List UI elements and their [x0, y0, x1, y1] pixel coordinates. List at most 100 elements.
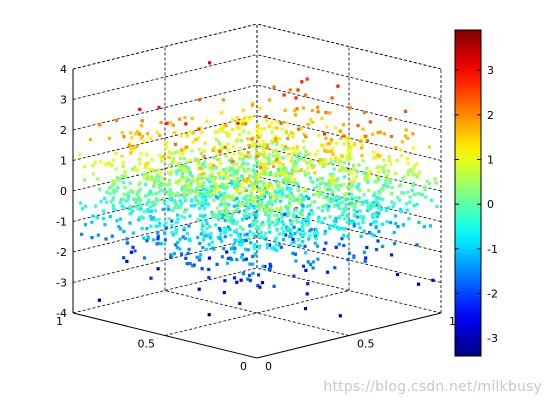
scatter-point — [357, 163, 361, 167]
scatter-point — [304, 221, 309, 225]
scatter-point — [197, 98, 202, 102]
scatter-point — [340, 237, 344, 241]
scatter-point — [368, 206, 372, 211]
scatter-point — [262, 180, 266, 184]
scatter-point — [128, 206, 132, 210]
scatter-point — [382, 168, 386, 172]
scatter-point — [247, 177, 251, 181]
scatter-point — [327, 204, 331, 208]
scatter-point — [176, 213, 180, 217]
scatter-point — [109, 163, 113, 167]
scatter-point — [348, 179, 352, 183]
scatter-point — [195, 158, 200, 162]
scatter-point — [187, 178, 191, 182]
scatter-point — [214, 188, 218, 192]
scatter-point — [288, 194, 292, 198]
scatter-point — [268, 243, 272, 247]
scatter-point — [273, 195, 277, 199]
scatter-point — [280, 195, 284, 199]
scatter-point — [138, 187, 142, 191]
scatter-point — [415, 175, 419, 179]
scatter-point — [205, 247, 209, 251]
scatter-point — [176, 217, 180, 221]
scatter-point — [210, 240, 214, 244]
scatter-point — [393, 214, 397, 218]
scatter-point — [190, 117, 194, 121]
scatter-point — [228, 158, 232, 162]
scatter-point — [248, 273, 252, 277]
scatter-point — [223, 187, 227, 191]
scatter-point — [174, 169, 178, 173]
scatter-point — [202, 149, 206, 153]
scatter-point — [306, 260, 310, 264]
scatter-point — [259, 231, 263, 235]
scatter-point — [116, 186, 120, 190]
scatter-point — [333, 204, 337, 208]
scatter-point — [163, 231, 167, 235]
scatter-point — [188, 170, 192, 174]
scatter-point — [433, 177, 437, 181]
scatter-point — [203, 198, 207, 202]
scatter-point — [157, 199, 161, 203]
scatter-point — [250, 262, 255, 266]
scatter-point — [378, 203, 382, 207]
scatter-point — [226, 142, 230, 146]
scatter-point — [344, 203, 348, 207]
scatter-point — [267, 223, 271, 227]
scatter-point — [218, 128, 222, 132]
scatter-point — [131, 231, 136, 235]
scatter-point — [389, 178, 393, 182]
scatter-point — [258, 153, 262, 157]
scatter-point — [281, 192, 285, 196]
scatter-point — [376, 130, 380, 135]
scatter-point — [235, 137, 239, 141]
grid-line — [72, 115, 258, 161]
scatter-point — [229, 194, 233, 198]
scatter-point — [253, 216, 258, 220]
scatter-point — [408, 195, 412, 199]
scatter-point — [260, 127, 264, 131]
scatter-point — [352, 177, 356, 181]
scatter-point — [230, 257, 234, 261]
scatter-point — [308, 203, 312, 207]
scatter-point — [343, 167, 347, 172]
scatter-point — [370, 204, 374, 208]
scatter-point — [180, 168, 184, 172]
scatter-point — [267, 161, 271, 166]
scatter-point — [287, 147, 291, 151]
scatter-point — [244, 154, 248, 159]
scatter-point — [232, 243, 236, 247]
scatter-point — [365, 245, 369, 250]
scatter-point — [166, 183, 170, 187]
scatter-point — [270, 141, 275, 145]
scatter-point — [240, 163, 244, 167]
scatter-point — [299, 156, 303, 160]
scatter-point — [250, 103, 255, 107]
scatter-point — [372, 194, 376, 198]
scatter-point — [310, 109, 315, 113]
scatter-point — [276, 217, 281, 221]
scatter-point — [198, 181, 202, 186]
scatter-point — [199, 232, 203, 236]
scatter-point — [221, 98, 225, 102]
scatter-point — [303, 307, 308, 311]
scatter-point — [273, 135, 277, 139]
scatter-point — [291, 151, 295, 155]
scatter-point — [420, 193, 424, 197]
scatter-point — [275, 142, 279, 146]
scatter-point — [358, 189, 362, 193]
scatter-point — [272, 284, 276, 288]
scatter-point — [242, 167, 246, 172]
scatter-point — [321, 158, 325, 162]
scatter-point — [191, 140, 195, 144]
scatter-point — [304, 135, 308, 139]
scatter-point — [292, 109, 297, 113]
scatter-point — [224, 171, 228, 175]
scatter-point — [243, 115, 247, 119]
scatter-point — [372, 221, 376, 225]
scatter-point — [225, 261, 229, 265]
scatter-point — [189, 198, 193, 202]
scatter-point — [399, 148, 403, 152]
scatter-point — [124, 170, 128, 174]
scatter-point — [242, 178, 246, 182]
